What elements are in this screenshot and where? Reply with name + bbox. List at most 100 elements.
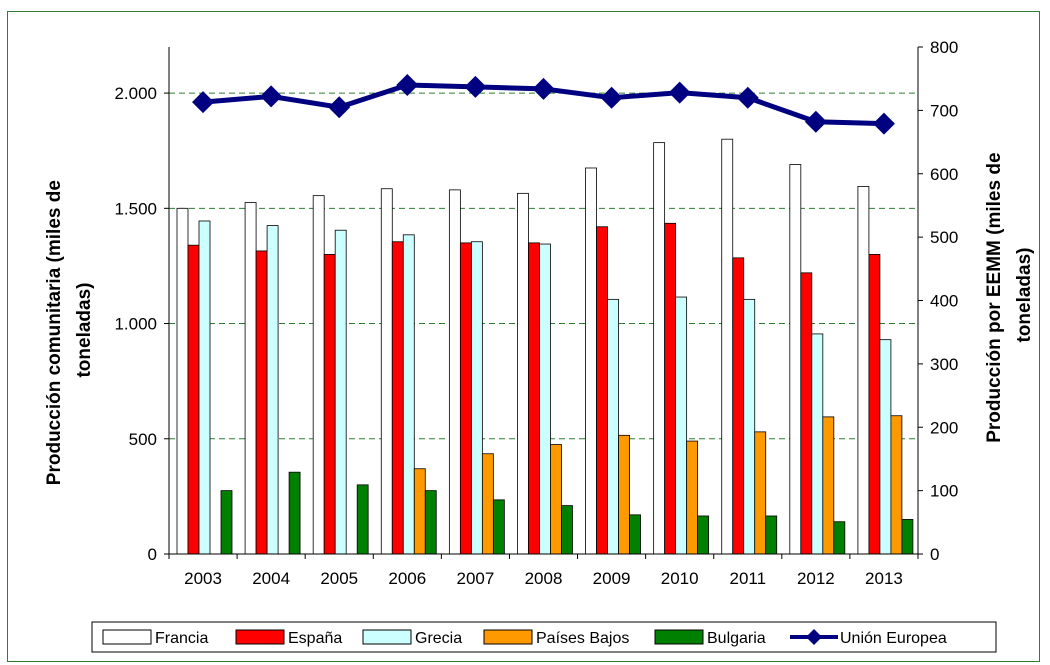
left-tick-labels: 0 500 1.000 1.500 2.000 [114, 84, 157, 564]
bar-espana-2007 [460, 243, 471, 554]
legend-label-francia: Francia [155, 630, 208, 647]
point-union-europea-2009 [601, 87, 623, 109]
x-tick-label-2003: 2003 [184, 569, 222, 588]
right-axis-title-line1: Producción por EEMM (miles de [984, 152, 1005, 442]
bar-grecia-2013 [880, 340, 891, 554]
point-union-europea-2004 [260, 85, 282, 107]
x-tick-label-2007: 2007 [456, 569, 494, 588]
right-tick-label: 400 [930, 292, 958, 311]
bar-bulgaria-2013 [902, 519, 913, 554]
point-union-europea-2013 [873, 113, 895, 135]
legend-label-espana: España [288, 630, 342, 647]
bar-bulgaria-2003 [221, 491, 232, 554]
legend-swatch-espana [236, 630, 284, 644]
bar-francia-2005 [313, 196, 324, 554]
point-union-europea-2010 [669, 82, 691, 104]
bar-grecia-2005 [335, 230, 346, 554]
bar-grecia-2006 [403, 235, 414, 554]
bar-grecia-2008 [539, 244, 550, 554]
bar-bulgaria-2009 [630, 515, 641, 554]
bars-layer [177, 139, 913, 554]
x-tick-label-2004: 2004 [252, 569, 290, 588]
bar-francia-2006 [381, 189, 392, 554]
line-layer [192, 74, 895, 135]
legend-swatch-bulgaria [655, 630, 703, 644]
bar-paises-bajos-2012 [823, 417, 834, 554]
bar-paises-bajos-2008 [550, 445, 561, 554]
bar-paises-bajos-2011 [755, 432, 766, 554]
bar-francia-2007 [449, 190, 460, 554]
bar-paises-bajos-2009 [619, 435, 630, 554]
point-union-europea-2003 [192, 91, 214, 113]
bar-espana-2005 [324, 254, 335, 554]
bar-bulgaria-2005 [357, 485, 368, 554]
left-tick-label: 0 [148, 545, 157, 564]
bar-francia-2004 [245, 203, 256, 554]
bar-francia-2009 [586, 168, 597, 554]
bar-espana-2006 [392, 242, 403, 554]
bar-francia-2012 [790, 165, 801, 554]
bar-paises-bajos-2006 [414, 469, 425, 554]
bar-paises-bajos-2007 [482, 454, 493, 554]
left-tick-label: 500 [129, 430, 157, 449]
legend-label-union-europea: Unión Europea [840, 630, 947, 647]
bar-bulgaria-2011 [766, 516, 777, 554]
bar-grecia-2011 [744, 299, 755, 554]
right-tick-label: 200 [930, 418, 958, 437]
point-union-europea-2005 [328, 96, 350, 118]
x-tick-label-2005: 2005 [320, 569, 358, 588]
bar-bulgaria-2008 [561, 506, 572, 554]
point-union-europea-2011 [737, 87, 759, 109]
point-union-europea-2012 [805, 111, 827, 133]
bar-bulgaria-2012 [834, 522, 845, 554]
bar-francia-2011 [722, 139, 733, 554]
bar-grecia-2003 [199, 221, 210, 554]
left-axis-title-line2: toneladas) [74, 282, 95, 377]
right-tick-labels: 0 100 200 300 400 500 600 700 800 [930, 38, 958, 564]
right-tick-label: 800 [930, 38, 958, 57]
bar-grecia-2010 [676, 297, 687, 554]
left-tick-label: 1.000 [114, 315, 157, 334]
x-tick-label-2010: 2010 [661, 569, 699, 588]
bar-grecia-2007 [471, 242, 482, 554]
bar-bulgaria-2006 [425, 491, 436, 554]
x-tick-label-2008: 2008 [525, 569, 563, 588]
x-tick-label-2012: 2012 [797, 569, 835, 588]
bar-espana-2009 [597, 227, 608, 554]
left-axis-title: Producción comunitaria (miles de tonelad… [44, 175, 95, 485]
legend-swatch-grecia [363, 630, 411, 644]
bar-espana-2013 [869, 254, 880, 554]
left-axis-title-line1: Producción comunitaria (miles de [44, 180, 65, 485]
right-tick-label: 0 [930, 545, 939, 564]
left-tick-label: 1.500 [114, 199, 157, 218]
point-union-europea-2008 [533, 78, 555, 100]
bar-espana-2012 [801, 273, 812, 554]
x-tick-label-2009: 2009 [593, 569, 631, 588]
left-tick-label: 2.000 [114, 84, 157, 103]
right-tick-label: 600 [930, 165, 958, 184]
bar-espana-2004 [256, 251, 267, 554]
bar-bulgaria-2007 [493, 500, 504, 554]
legend-label-bulgaria: Bulgaria [707, 630, 766, 647]
x-tick-label-2011: 2011 [729, 569, 766, 588]
bar-paises-bajos-2010 [687, 441, 698, 554]
bar-espana-2010 [665, 223, 676, 554]
bar-grecia-2009 [608, 299, 619, 554]
right-tick-label: 500 [930, 228, 958, 247]
legend-swatch-paises-bajos [484, 630, 532, 644]
x-tick-label-2013: 2013 [865, 569, 903, 588]
bar-francia-2008 [517, 193, 528, 554]
x-tick-labels: 2003 2004 2005 2006 2007 2008 2009 2010 2011 2012… [184, 569, 903, 588]
bar-francia-2003 [177, 208, 188, 554]
bar-paises-bajos-2013 [891, 416, 902, 554]
right-tick-label: 100 [930, 482, 958, 501]
right-tick-label: 300 [930, 355, 958, 374]
legend-label-grecia: Grecia [415, 630, 462, 647]
bar-francia-2010 [654, 143, 665, 554]
bar-espana-2003 [188, 245, 199, 554]
right-tick-label: 700 [930, 101, 958, 120]
legend-label-paises-bajos: Países Bajos [536, 630, 629, 647]
bar-grecia-2012 [812, 334, 823, 554]
legend: Francia España Grecia Países Bajos Bulgaria U… [92, 622, 996, 652]
